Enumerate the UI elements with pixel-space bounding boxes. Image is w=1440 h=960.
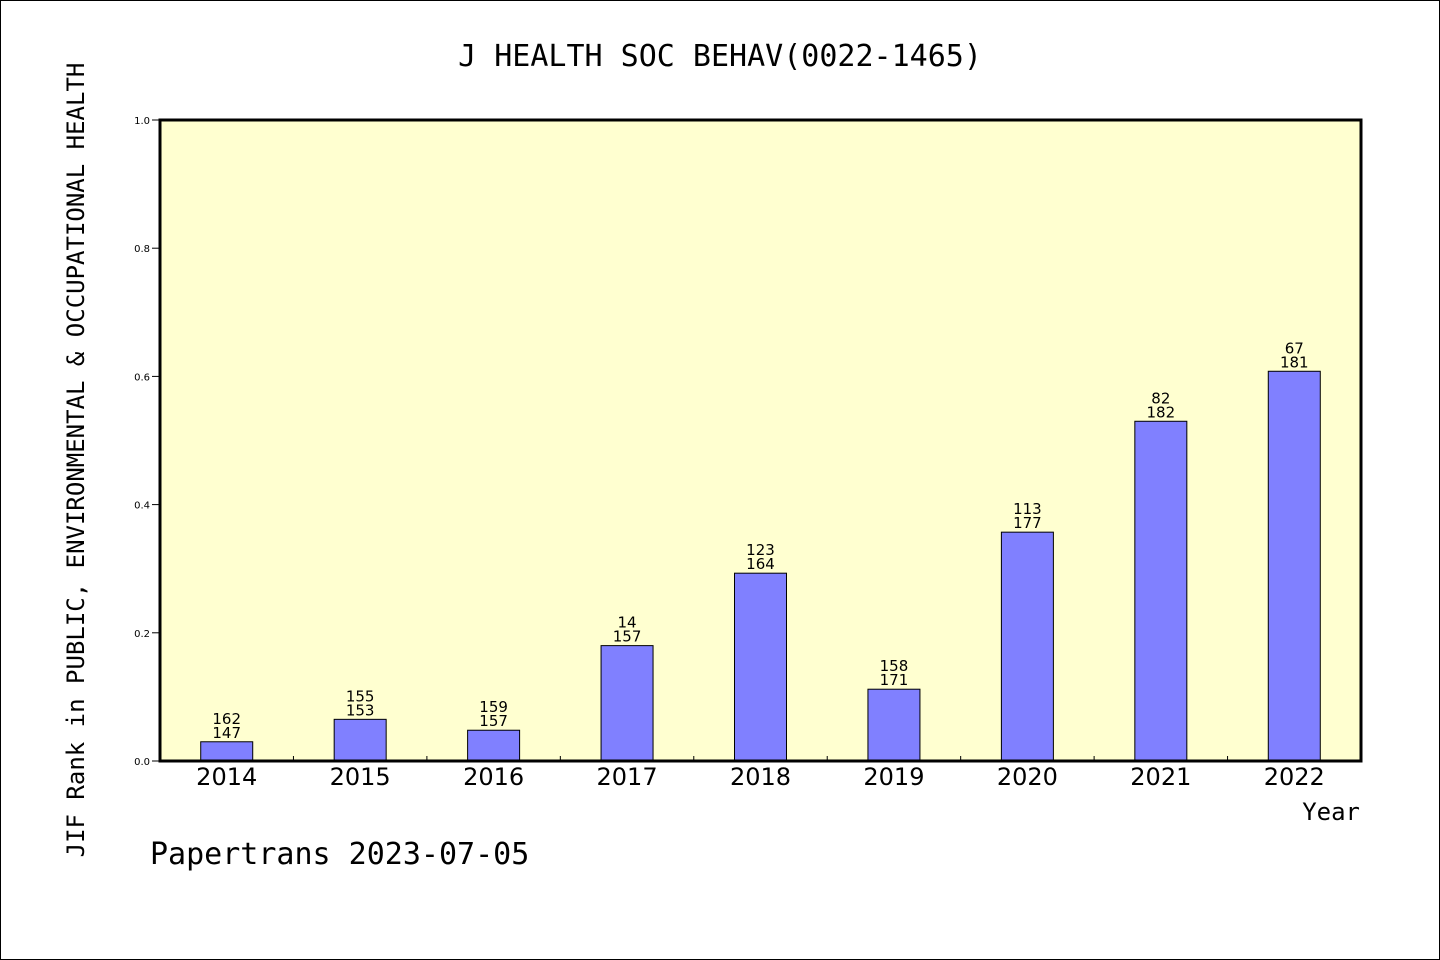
- bar-rank-label: 158: [880, 657, 909, 675]
- footer-text: Papertrans 2023-07-05: [150, 837, 529, 872]
- x-tick-label: 2017: [597, 763, 658, 791]
- bar-2017: [600, 645, 654, 762]
- x-tick-label: 2020: [997, 763, 1058, 791]
- chart-title: J HEALTH SOC BEHAV(0022-1465): [458, 39, 982, 74]
- x-tick-label: 2014: [196, 763, 257, 791]
- bar-total-label: 177: [1013, 514, 1042, 532]
- bar-rank-label: 159: [479, 698, 508, 716]
- bar-rank-label: 14: [618, 614, 637, 632]
- y-tick-label: 0.4: [134, 501, 150, 512]
- x-axis-ticks: 2014 2015 2016 2017 2018 2019 2020 2021 2022: [196, 756, 1325, 791]
- bar-2020: [1000, 531, 1054, 762]
- y-tick-label: 0.2: [134, 629, 150, 640]
- y-axis-label: JIF Rank in PUBLIC, ENVIRONMENTAL & OCCU…: [62, 63, 90, 858]
- bar-2019: [867, 688, 921, 762]
- bar-rank-label: 113: [1013, 500, 1042, 518]
- bar-total-label: 171: [880, 671, 909, 689]
- x-tick-label: 2015: [330, 763, 391, 791]
- bar-2014: [200, 741, 254, 762]
- x-tick-label: 2019: [863, 763, 924, 791]
- bar-2018: [734, 572, 787, 762]
- bar-total-label: 147: [212, 724, 241, 742]
- bar-2016: [467, 729, 521, 762]
- bar-rank-label: 155: [346, 687, 375, 705]
- x-tick-label: 2016: [463, 763, 524, 791]
- x-tick-label: 2022: [1264, 763, 1325, 791]
- x-tick-label: 2018: [730, 763, 791, 791]
- bar-rank-label: 82: [1151, 389, 1170, 407]
- plot-border: [158, 118, 1363, 763]
- bar-2021: [1134, 420, 1188, 762]
- bar-2022: [1267, 370, 1321, 762]
- x-axis-label: Year: [1302, 798, 1360, 826]
- bar-total-label: 182: [1147, 403, 1176, 421]
- bar-rank-label: 123: [746, 541, 775, 559]
- bar-rank-label: 67: [1285, 339, 1304, 357]
- y-axis-ticks: 0.0 0.2 0.4 0.6 0.8 1.0: [134, 116, 160, 768]
- y-tick-label: 0.8: [134, 244, 150, 255]
- bar-2015: [333, 718, 387, 762]
- bar-total-label: 157: [479, 712, 508, 730]
- y-tick-label: 1.0: [134, 116, 150, 127]
- y-tick-label: 0.6: [134, 372, 150, 383]
- x-tick-label: 2021: [1130, 763, 1191, 791]
- y-tick-label: 0.0: [134, 757, 150, 768]
- bar-total-label: 153: [346, 701, 375, 719]
- bar-total-label: 181: [1280, 353, 1309, 371]
- bar-total-label: 164: [746, 555, 775, 573]
- bar-rank-label: 162: [212, 710, 241, 728]
- bar-total-label: 157: [613, 628, 642, 646]
